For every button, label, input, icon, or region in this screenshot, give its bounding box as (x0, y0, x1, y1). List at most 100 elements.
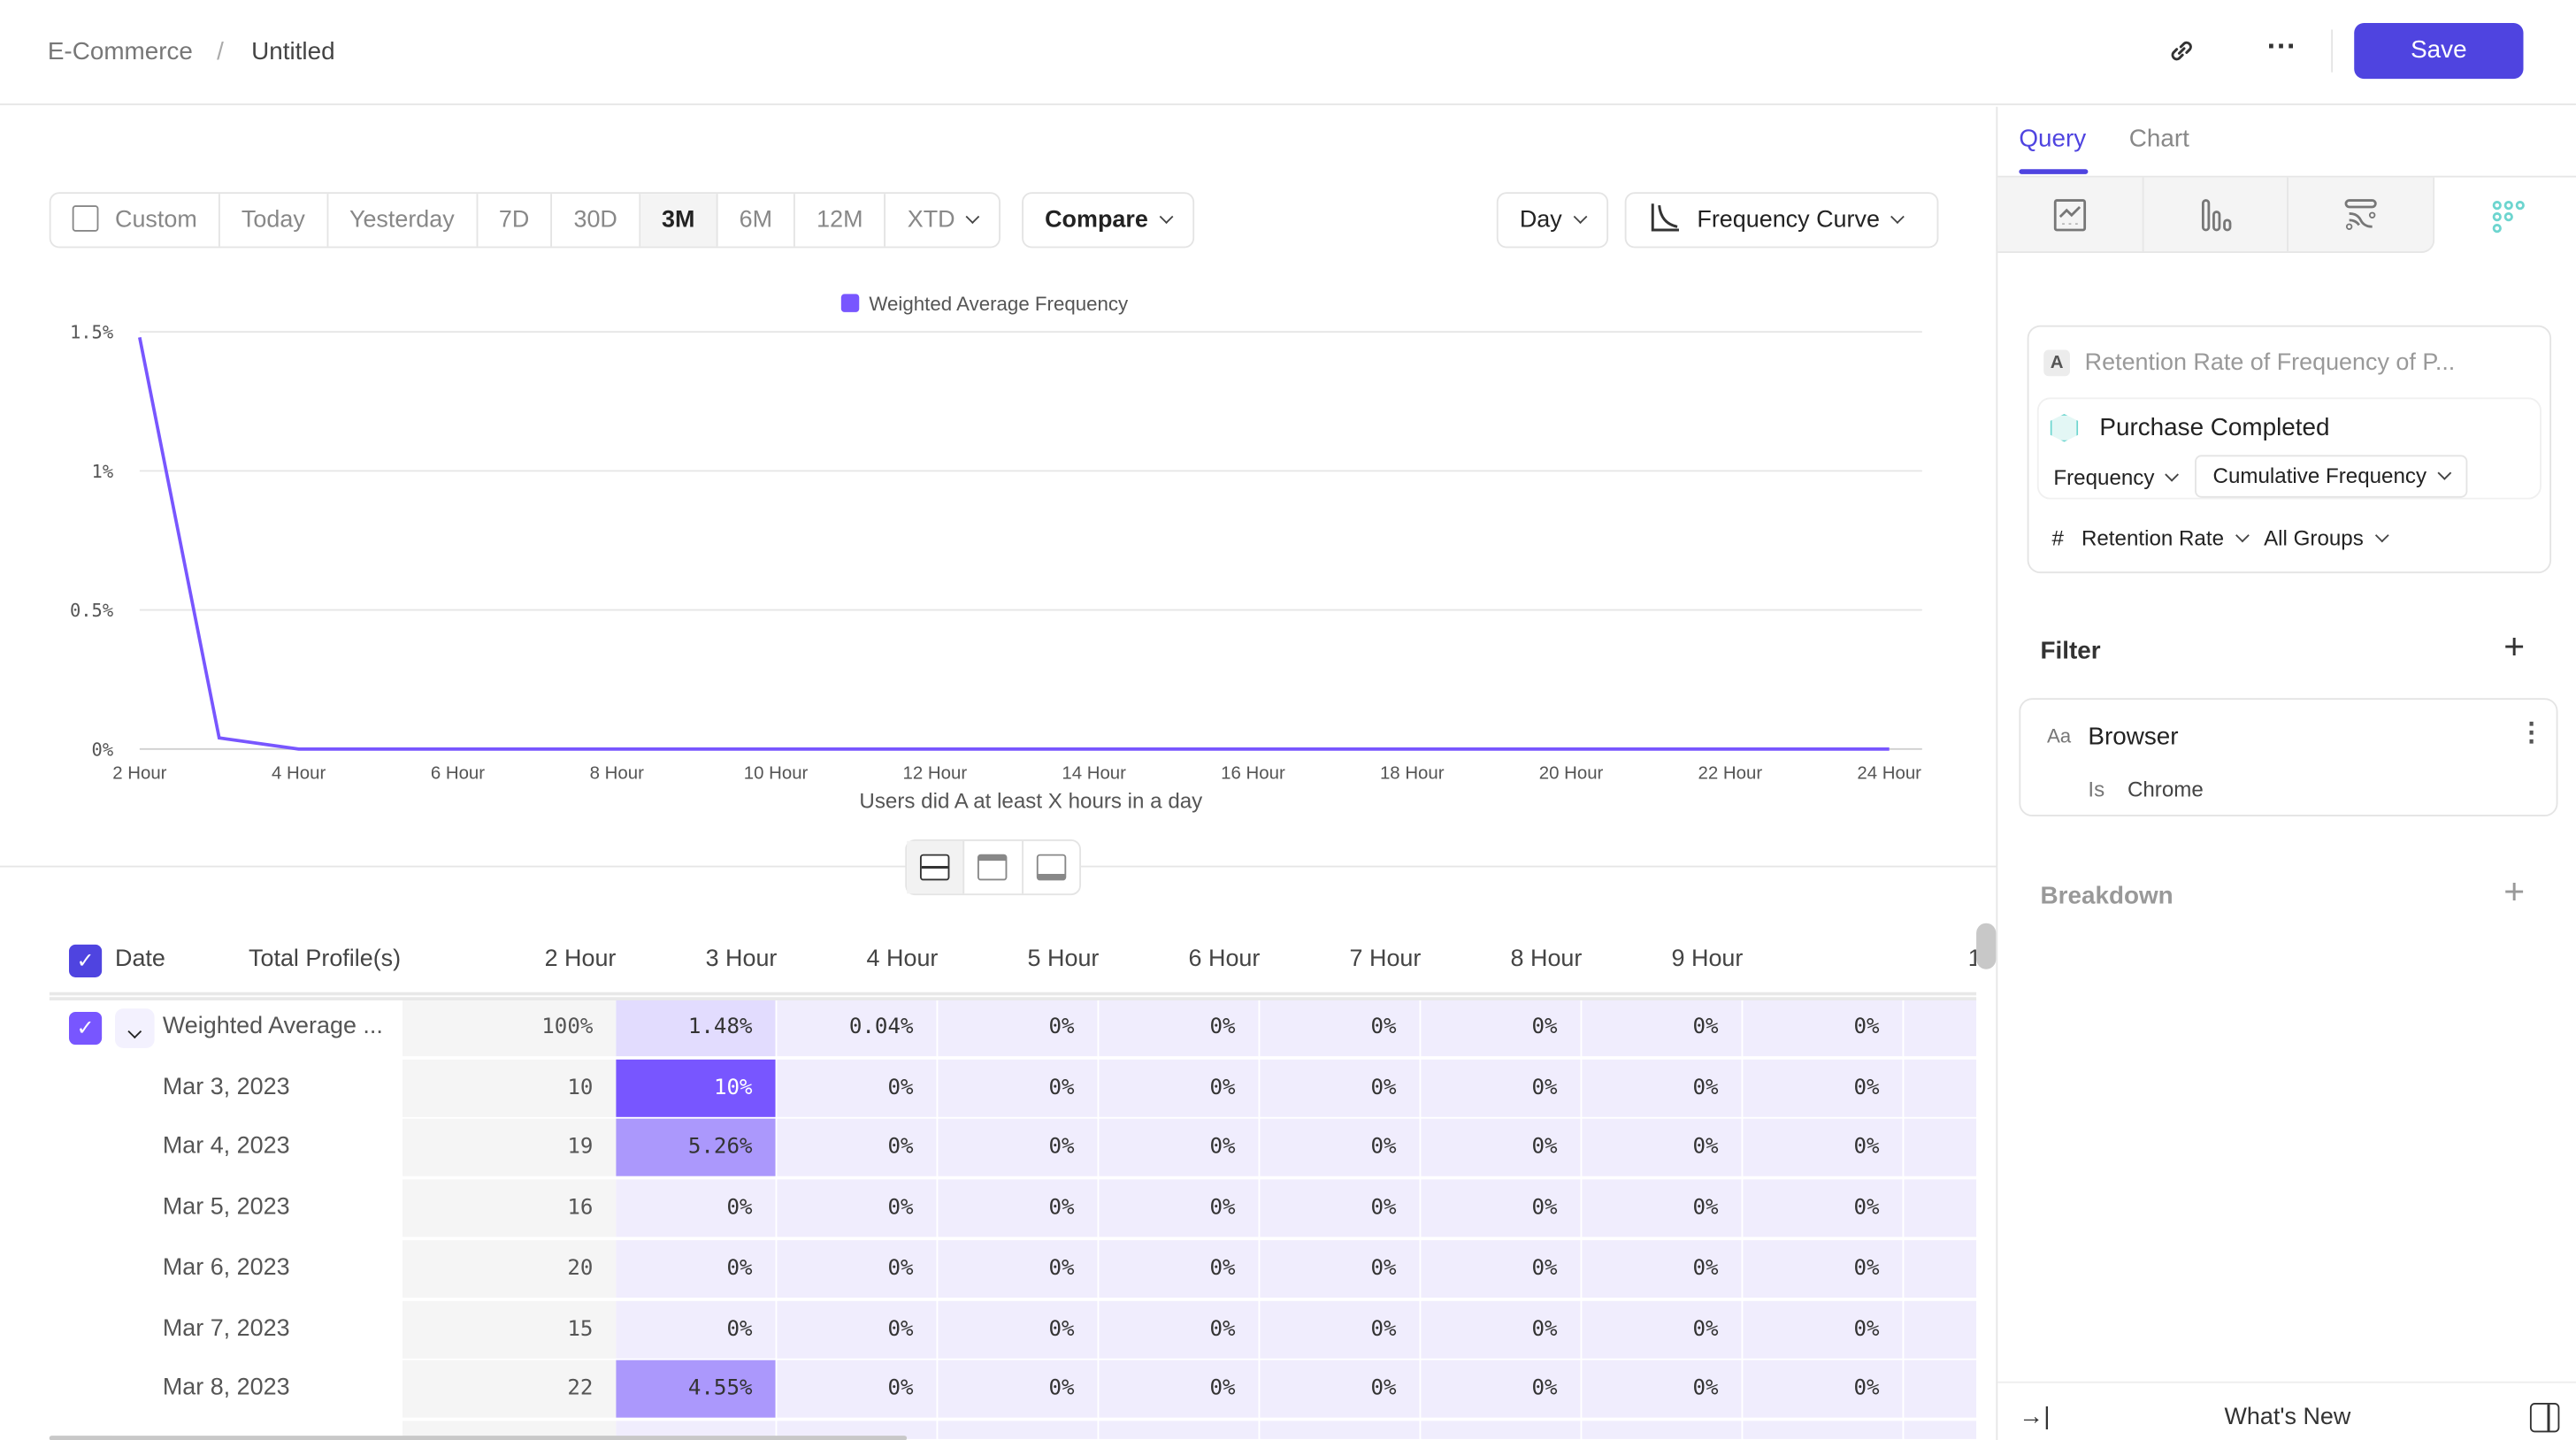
filter-operator[interactable]: Is (2088, 777, 2105, 802)
date-range-6m[interactable]: 6M (717, 194, 796, 247)
column-header-6-hour[interactable]: 6 Hour (1188, 946, 1261, 973)
more-vertical-icon[interactable]: ⋮ (2518, 719, 2545, 747)
table-row[interactable]: Mar 5, 2023 16 0% 0% 0% 0% 0% 0% 0% 0% (50, 1179, 1977, 1237)
filter-property[interactable]: Browser (2088, 723, 2179, 751)
more-icon[interactable]: ··· (2266, 29, 2297, 63)
column-header-3-hour[interactable]: 3 Hour (705, 946, 778, 973)
bar-chart-icon (2201, 198, 2231, 231)
total-profiles-cell: 20 (402, 1239, 617, 1298)
column-header-5-hour[interactable]: 5 Hour (1027, 946, 1100, 973)
retention-cell: 0% (1743, 999, 1903, 1057)
vertical-scrollbar[interactable] (1976, 923, 1997, 969)
retention-cell: 0% (1099, 1059, 1259, 1117)
interval-dropdown[interactable]: Day (1496, 192, 1608, 249)
metric-title[interactable]: Retention Rate of Frequency of P... (2084, 349, 2456, 377)
legend-label: Weighted Average Frequency (869, 292, 1129, 316)
date-range-selector: Custom Today Yesterday 7D 30D 3M 6M 12M … (49, 192, 1001, 249)
column-header-date[interactable]: Date (114, 946, 165, 973)
column-header-2-hour[interactable]: 2 Hour (544, 946, 617, 973)
collapse-sidebar-icon[interactable]: →| (2019, 1402, 2051, 1431)
retention-cell: 0% (1421, 1059, 1581, 1117)
tab-chart[interactable]: Chart (2128, 125, 2189, 153)
y-tick-label: 1% (92, 461, 114, 482)
retention-cell: 0% (1743, 1119, 1903, 1177)
add-breakdown-icon[interactable]: + (2503, 870, 2526, 912)
retention-icon[interactable] (2490, 199, 2526, 235)
retention-cell: 0% (1260, 1360, 1420, 1419)
x-tick-label: 2 Hour (112, 763, 166, 783)
panel-toggle-icon[interactable] (2529, 1402, 2560, 1433)
retention-cell: 0% (1421, 1179, 1581, 1237)
link-icon[interactable] (2167, 36, 2196, 65)
column-header-7-hour[interactable]: 7 Hour (1349, 946, 1422, 973)
retention-cell: 0% (777, 1119, 937, 1177)
breadcrumb-project[interactable]: E-Commerce (47, 37, 193, 66)
data-table: ✓ Date Total Profile(s) 2 Hour 3 Hour 4 Hou… (49, 930, 1977, 1439)
measure-type-dropdown[interactable]: Cumulative Frequency (2195, 455, 2468, 498)
retention-cell: 1.48% (616, 999, 776, 1057)
column-header-total-profile-s-[interactable]: Total Profile(s) (249, 946, 402, 973)
date-range-custom[interactable]: Custom (51, 194, 220, 247)
summary-row[interactable]: ✓ Weighted Average ... 100% 1.48% 0.04% 0% 0% 0… (50, 999, 1977, 1057)
horizontal-scrollbar[interactable] (49, 1436, 908, 1440)
retention-cell (938, 1421, 1098, 1439)
add-filter-icon[interactable]: + (2503, 625, 2526, 667)
whats-new-link[interactable]: What's New (2224, 1404, 2351, 1431)
x-tick-label: 16 Hour (1221, 763, 1285, 783)
total-profiles-cell: 22 (402, 1360, 617, 1419)
retention-cell: 0% (1099, 1239, 1259, 1298)
column-header-4-hour[interactable]: 4 Hour (866, 946, 939, 973)
chart-type-dropdown[interactable]: Frequency Curve (1624, 192, 1939, 249)
date-range-7d[interactable]: 7D (478, 194, 553, 247)
insights-tab[interactable] (1997, 177, 2143, 252)
label: Frequency Curve (1697, 206, 1880, 234)
expand-row-button[interactable] (114, 1008, 155, 1048)
funnels-tab[interactable] (2143, 177, 2289, 252)
layout-split-button[interactable] (907, 840, 965, 894)
table-row[interactable]: Mar 4, 2023 19 5.26% 0% 0% 0% 0% 0% 0% 0% (50, 1119, 1977, 1177)
table-row[interactable] (50, 1421, 1977, 1439)
select-all-checkbox[interactable]: ✓ (68, 944, 103, 977)
date-range-3m[interactable]: 3M (640, 194, 718, 247)
filter-card[interactable]: Aa Browser ⋮ Is Chrome (2019, 698, 2558, 816)
row-checkbox[interactable]: ✓ (68, 1011, 103, 1046)
table-row[interactable]: Mar 3, 2023 10 10% 0% 0% 0% 0% 0% 0% 0% (50, 1059, 1977, 1117)
chevron-down-icon (127, 1024, 142, 1039)
retention-cell: 0% (1582, 1299, 1742, 1358)
retention-cell: 0% (1260, 1299, 1420, 1358)
table-row[interactable]: Mar 6, 2023 20 0% 0% 0% 0% 0% 0% 0% 0% (50, 1239, 1977, 1298)
retention-cell: 0% (938, 1119, 1098, 1177)
column-header-10[interactable]: 10 (1968, 946, 1976, 973)
flows-tab[interactable] (2289, 178, 2434, 252)
layout-chart-button[interactable] (965, 840, 1024, 894)
date-range-xtd[interactable]: XTD (886, 194, 1000, 246)
date-range-30d[interactable]: 30D (552, 194, 640, 247)
filter-value[interactable]: Chrome (2127, 777, 2204, 802)
retention-cell: 0% (1582, 1360, 1742, 1419)
event-name[interactable]: Purchase Completed (2099, 413, 2330, 442)
date-range-yesterday[interactable]: Yesterday (328, 194, 478, 247)
curve-icon (1651, 203, 1679, 232)
layout-table-button[interactable] (1023, 841, 1079, 893)
compare-dropdown[interactable]: Compare (1022, 192, 1194, 249)
column-header-9-hour[interactable]: 9 Hour (1671, 946, 1744, 973)
date-range-12m[interactable]: 12M (795, 194, 886, 247)
groups-dropdown[interactable]: All Groups (2264, 525, 2389, 550)
date-range-today[interactable]: Today (220, 194, 328, 247)
aggregation-dropdown[interactable]: Retention Rate (2082, 525, 2250, 550)
x-tick-label: 18 Hour (1380, 763, 1445, 783)
chevron-down-icon (966, 210, 980, 225)
table-row[interactable]: Mar 8, 2023 22 4.55% 0% 0% 0% 0% 0% 0% 0% (50, 1360, 1977, 1419)
retention-cell (1743, 1421, 1903, 1439)
table-row[interactable]: Mar 7, 2023 15 0% 0% 0% 0% 0% 0% 0% 0% (50, 1299, 1977, 1358)
retention-cell: 0% (1099, 1179, 1259, 1237)
tab-query[interactable]: Query (2019, 125, 2087, 153)
measure-dropdown[interactable]: Frequency (2053, 465, 2180, 489)
column-header-8-hour[interactable]: 8 Hour (1510, 946, 1583, 973)
save-button[interactable]: Save (2354, 22, 2524, 80)
retention-cell: 0% (938, 1299, 1098, 1358)
table-header: ✓ Date Total Profile(s) 2 Hour 3 Hour 4 Hou… (49, 930, 1977, 996)
retention-cell: 0% (1743, 1299, 1903, 1358)
retention-cell (1260, 1421, 1420, 1439)
report-title[interactable]: Untitled (251, 37, 335, 66)
